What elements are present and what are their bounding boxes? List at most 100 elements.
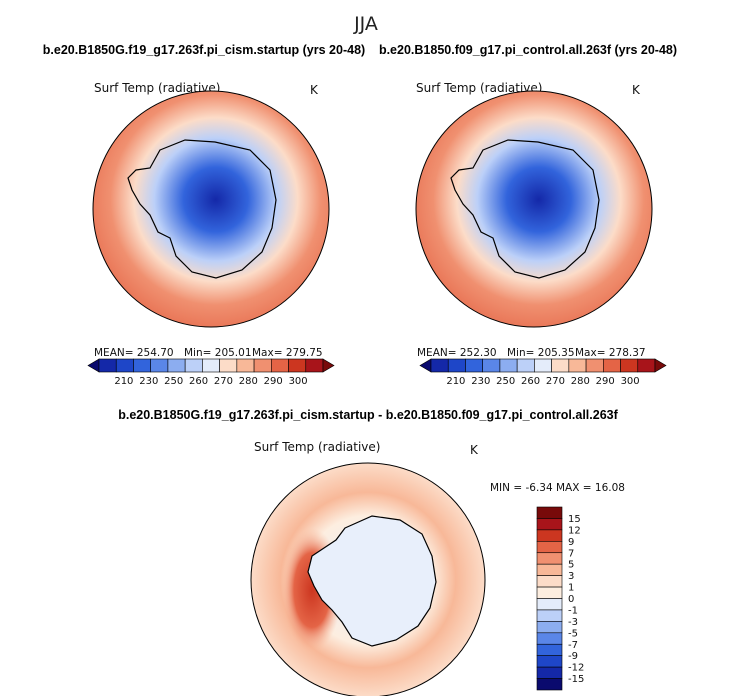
- panel-b-boundary: [415, 90, 653, 328]
- panel-a-colorbar-tick-label: 260: [189, 376, 208, 387]
- panel-b-colorbar-swatch: [603, 358, 621, 373]
- panel-a-colorbar-tick-label: 270: [214, 376, 233, 387]
- panel-c-colorbar-swatch: [536, 575, 563, 588]
- panel-c-colorbar-swatch: [536, 541, 563, 554]
- panel-a-colorbar-swatch: [305, 358, 324, 373]
- panel-a-colorbar-swatch: [253, 358, 272, 373]
- panel-c-minmax: MIN = -6.34 MAX = 16.08: [490, 482, 625, 494]
- panel-c-colorbar-swatch: [536, 586, 563, 599]
- panel-b-max: Max= 278.37: [575, 347, 646, 359]
- panel-a-colorbar-swatch-high: [322, 358, 335, 373]
- panel-a-title: b.e20.B1850G.f19_g17.263f.pi_cism.startu…: [43, 43, 365, 57]
- panel-b-colorbar-tick-label: 300: [621, 376, 640, 387]
- panel-c: b.e20.B1850G.f19_g17.263f.pi_cism.startu…: [118, 408, 625, 696]
- panel-b-mean: MEAN= 252.30: [417, 347, 497, 359]
- panel-b-colorbar-swatch: [465, 358, 483, 373]
- panel-a-colorbar-swatch-low: [87, 358, 100, 373]
- panel-c-colorbar-swatch: [536, 655, 563, 668]
- panel-a-colorbar-swatch: [236, 358, 255, 373]
- panel-a-max: Max= 279.75: [252, 347, 323, 359]
- panel-a-colorbar-swatch: [167, 358, 186, 373]
- panel-b-colorbar-tick-label: 290: [596, 376, 615, 387]
- panel-c-colorbar-swatch: [536, 678, 563, 691]
- panel-c-colorbar-tick-label: 9: [568, 537, 574, 548]
- panel-b-colorbar-swatch: [516, 358, 535, 373]
- panel-b-colorbar-swatch: [620, 358, 639, 373]
- panel-c-units: K: [470, 443, 479, 457]
- panel-b-colorbar-tick-label: 250: [496, 376, 515, 387]
- panel-c-colorbar-tick-label: 0: [568, 594, 574, 605]
- panel-a-field: [93, 91, 329, 327]
- panel-a-colorbar-swatch: [219, 358, 238, 373]
- panel-b: b.e20.B1850.f09_g17.pi_control.all.263f …: [379, 43, 677, 387]
- panel-a-colorbar-tick-label: 210: [114, 376, 133, 387]
- panel-c-colorbar-swatch: [536, 518, 563, 531]
- panel-b-colorbar-tick-label: 260: [521, 376, 540, 387]
- panel-b-colorbar-swatch: [499, 358, 518, 373]
- panel-b-colorbar: 210 230 250 260 270 280 290 300: [419, 358, 667, 387]
- panel-c-title: b.e20.B1850G.f19_g17.263f.pi_cism.startu…: [118, 408, 618, 422]
- panel-a-colorbar-tick-label: 290: [264, 376, 283, 387]
- panel-a-colorbar-swatch: [115, 358, 134, 373]
- panel-b-colorbar-swatch-low: [419, 358, 432, 373]
- figure-title: JJA: [353, 13, 378, 35]
- panel-c-colorbar-swatch: [536, 666, 563, 679]
- panel-a-colorbar-swatch: [288, 358, 307, 373]
- panel-b-colorbar-swatch: [551, 358, 570, 373]
- panel-a-colorbar-swatch: [98, 358, 117, 373]
- panel-b-colorbar-swatch: [568, 358, 587, 373]
- panel-b-colorbar-tick-label: 280: [571, 376, 590, 387]
- panel-b-colorbar-swatch: [534, 358, 552, 373]
- panel-c-colorbar-tick-label: 12: [568, 525, 581, 536]
- panel-c-colorbar-tick-label: -7: [568, 640, 578, 651]
- panel-c-boundary: [250, 462, 486, 696]
- panel-b-min: Min= 205.35: [507, 347, 575, 359]
- panel-c-colorbar-swatch: [536, 632, 563, 645]
- panel-c-colorbar-swatch: [536, 598, 563, 611]
- panel-c-colorbar-tick-label: -12: [568, 663, 584, 674]
- panel-a-colorbar: 210 230 250 260 270 280 290 300: [87, 358, 335, 387]
- panel-a-colorbar-swatch: [133, 358, 151, 373]
- panel-b-colorbar-swatch: [585, 358, 604, 373]
- panel-b-coastline: [450, 139, 600, 279]
- panel-a-colorbar-swatch: [271, 358, 289, 373]
- panel-b-colorbar-swatch: [430, 358, 449, 373]
- panel-a-colorbar-tick-label: 250: [164, 376, 183, 387]
- panel-b-colorbar-tick-label: 230: [471, 376, 490, 387]
- panel-a-colorbar-tick-label: 300: [289, 376, 308, 387]
- panel-b-colorbar-swatch-high: [654, 358, 667, 373]
- panel-c-colorbar-tick-label: 7: [568, 548, 574, 559]
- panel-c-colorbar-tick-label: 1: [568, 583, 574, 594]
- panel-c-colorbar-swatch: [536, 529, 563, 542]
- panel-a-colorbar-tick-label: 280: [239, 376, 258, 387]
- panel-a-boundary: [92, 90, 330, 328]
- panel-a-colorbar-swatch: [184, 358, 203, 373]
- panel-c-coastline: [307, 515, 437, 647]
- panel-c-colorbar-swatch: [536, 609, 563, 622]
- panel-b-variable: Surf Temp (radiative): [416, 81, 542, 95]
- panel-c-colorbar-tick-label: -3: [568, 617, 578, 628]
- panel-a-mean: MEAN= 254.70: [94, 347, 174, 359]
- panel-c-colorbar-tick-label: 3: [568, 571, 574, 582]
- panel-c-colorbar-swatch: [536, 643, 563, 656]
- panel-b-colorbar-swatch: [447, 358, 466, 373]
- panel-c-colorbar-tick-label: -15: [568, 674, 584, 685]
- panel-b-title: b.e20.B1850.f09_g17.pi_control.all.263f …: [379, 43, 677, 57]
- panel-a-colorbar-swatch: [150, 358, 169, 373]
- panel-b-colorbar-swatch: [637, 358, 656, 373]
- panel-c-colorbar-tick-label: -9: [568, 651, 578, 662]
- panel-b-map: [416, 91, 652, 327]
- panel-c-map: [251, 463, 485, 696]
- panel-c-colorbar-tick-label: -1: [568, 605, 578, 616]
- panel-c-variable: Surf Temp (radiative): [254, 440, 380, 454]
- panel-c-colorbar-swatch: [536, 563, 563, 576]
- panel-b-colorbar-swatch: [482, 358, 501, 373]
- panel-b-units: K: [632, 83, 641, 97]
- panel-c-colorbar-tick-label: -5: [568, 628, 578, 639]
- panel-a-colorbar-tick-label: 230: [139, 376, 158, 387]
- panel-b-colorbar-tick-label: 270: [546, 376, 565, 387]
- panel-c-colorbar-tick-label: 5: [568, 560, 574, 571]
- panel-c-colorbar-swatch: [536, 552, 563, 565]
